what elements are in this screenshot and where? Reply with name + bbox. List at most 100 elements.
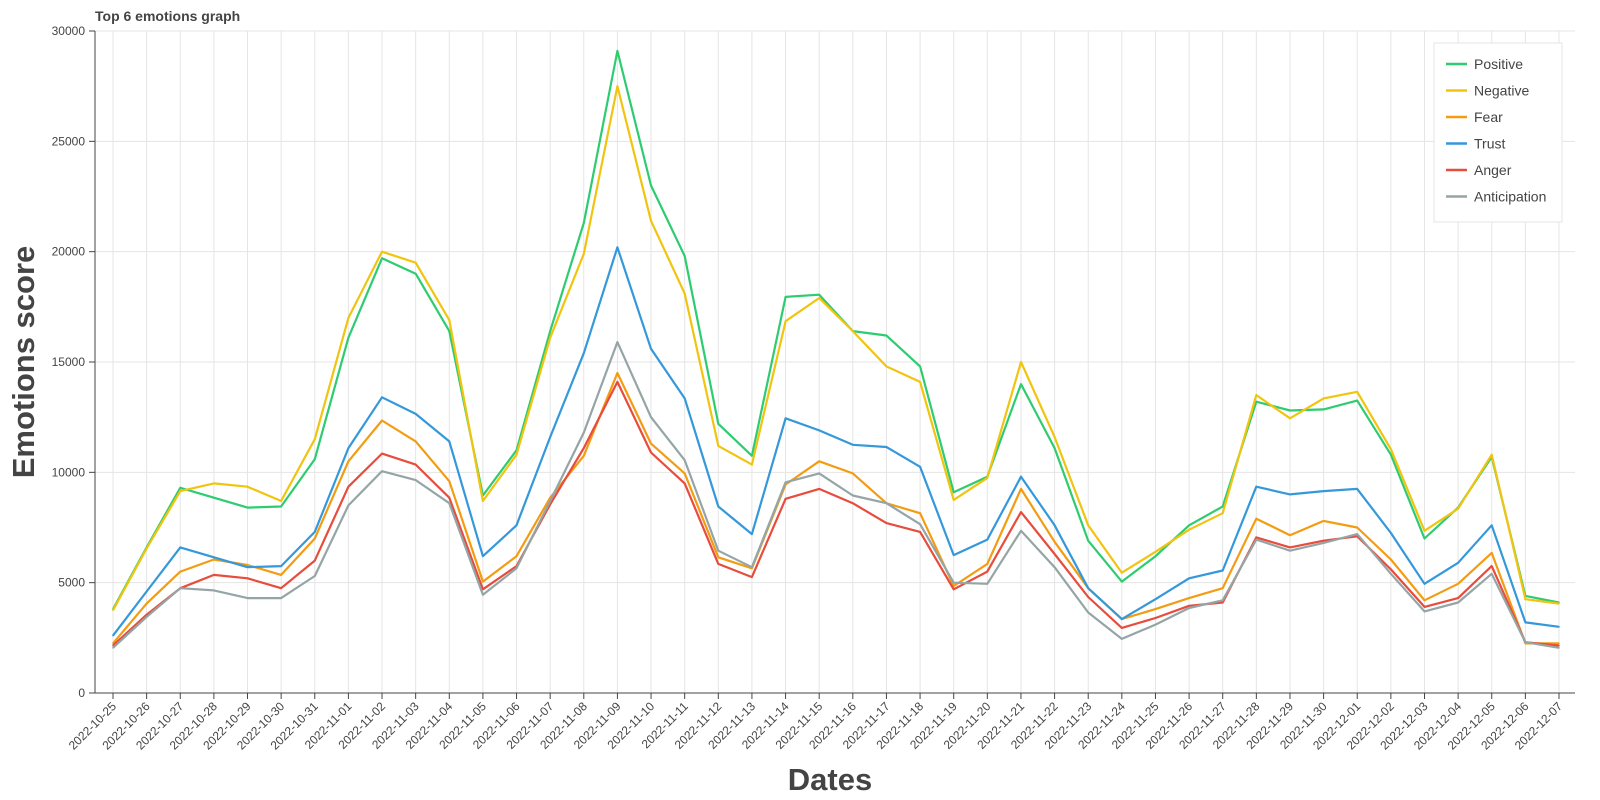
- point-trust: [213, 556, 215, 559]
- point-trust: [549, 436, 551, 438]
- point-negative: [280, 500, 282, 502]
- point-positive: [1053, 447, 1056, 449]
- point-positive: [1020, 383, 1022, 385]
- point-negative: [179, 490, 182, 492]
- point-anger: [347, 485, 350, 488]
- point-anticipation: [280, 597, 282, 599]
- point-anticipation: [112, 646, 114, 649]
- point-fear: [818, 460, 820, 463]
- point-anticipation: [1087, 611, 1090, 614]
- point-anticipation: [213, 589, 215, 592]
- legend-label: Trust: [1474, 136, 1505, 152]
- legend-box: [1433, 42, 1563, 223]
- point-anticipation: [1457, 601, 1459, 604]
- point-trust: [112, 634, 114, 637]
- point-negative: [1221, 512, 1224, 514]
- point-anger: [1289, 546, 1291, 549]
- point-positive: [1423, 537, 1426, 540]
- point-anticipation: [1255, 538, 1258, 541]
- point-trust: [1121, 618, 1123, 620]
- point-positive: [1356, 399, 1359, 402]
- point-negative: [1423, 530, 1426, 532]
- point-anticipation: [784, 481, 787, 484]
- point-fear: [852, 472, 854, 475]
- point-fear: [1154, 608, 1157, 610]
- point-anger: [751, 576, 753, 578]
- legend-item-anger: Anger: [1446, 162, 1512, 178]
- point-positive: [179, 486, 182, 489]
- legend-label: Negative: [1474, 83, 1529, 99]
- point-positive: [549, 330, 551, 332]
- point-negative: [1558, 602, 1560, 605]
- legend-item-negative: Negative: [1446, 83, 1529, 99]
- point-fear: [616, 372, 619, 374]
- grid-lines: [95, 30, 1575, 693]
- point-trust: [1490, 524, 1493, 527]
- point-fear: [1457, 582, 1459, 585]
- point-fear: [347, 460, 350, 463]
- point-anger: [784, 498, 787, 500]
- point-fear: [515, 555, 518, 557]
- point-trust: [1221, 569, 1224, 572]
- point-trust: [246, 566, 249, 569]
- point-anger: [1558, 644, 1560, 647]
- point-anger: [683, 482, 686, 485]
- point-negative: [1322, 397, 1325, 400]
- series-points-fear: [112, 372, 1560, 645]
- legend-item-trust: Trust: [1446, 136, 1505, 152]
- point-fear: [213, 558, 215, 561]
- point-fear: [582, 454, 585, 457]
- point-anger: [1087, 596, 1090, 598]
- point-anticipation: [1423, 610, 1426, 613]
- point-anger: [1221, 601, 1224, 604]
- point-negative: [381, 250, 383, 253]
- point-anger: [582, 447, 585, 449]
- point-fear: [717, 556, 720, 559]
- point-anticipation: [852, 494, 854, 497]
- point-trust: [1356, 488, 1359, 490]
- series-line-anticipation: [112, 341, 1560, 649]
- point-fear: [1558, 642, 1560, 645]
- series-lines: [112, 49, 1560, 649]
- point-fear: [683, 472, 686, 475]
- point-negative: [313, 438, 316, 441]
- point-fear: [246, 564, 249, 566]
- point-positive: [582, 222, 585, 224]
- point-anger: [448, 496, 451, 499]
- point-positive: [381, 257, 383, 260]
- point-anticipation: [1121, 638, 1123, 640]
- point-negative: [549, 336, 551, 339]
- point-trust: [1524, 621, 1527, 624]
- point-anger: [616, 381, 619, 383]
- point-positive: [1390, 453, 1392, 456]
- point-anger: [919, 531, 921, 533]
- point-anger: [1390, 568, 1392, 571]
- point-negative: [1524, 598, 1527, 601]
- point-anticipation: [818, 472, 820, 475]
- point-negative: [650, 219, 652, 222]
- point-fear: [1188, 597, 1190, 599]
- point-fear: [448, 480, 451, 482]
- point-negative: [1188, 528, 1190, 531]
- point-fear: [482, 580, 484, 583]
- point-anticipation: [683, 459, 686, 461]
- legend: Positive Negative Fear Trust Anger Anticipati…: [1433, 42, 1563, 223]
- chart-title: Top 6 emotions graph: [95, 8, 240, 24]
- legend-label: Anticipation: [1474, 189, 1546, 205]
- point-negative: [952, 499, 955, 501]
- point-positive: [246, 506, 249, 509]
- point-negative: [448, 319, 451, 321]
- point-trust: [852, 443, 854, 446]
- point-fear: [1490, 552, 1493, 554]
- point-negative: [1490, 453, 1493, 456]
- point-trust: [381, 396, 383, 399]
- point-negative: [1154, 550, 1157, 553]
- point-anticipation: [448, 502, 451, 505]
- point-trust: [1020, 475, 1022, 478]
- point-negative: [1121, 571, 1123, 574]
- point-positive: [683, 255, 686, 257]
- point-negative: [414, 261, 417, 264]
- point-anger: [1154, 617, 1157, 619]
- x-tick-labels: 2022-10-252022-10-262022-10-272022-10-28…: [66, 699, 1566, 753]
- legend-item-anticipation: Anticipation: [1446, 189, 1546, 205]
